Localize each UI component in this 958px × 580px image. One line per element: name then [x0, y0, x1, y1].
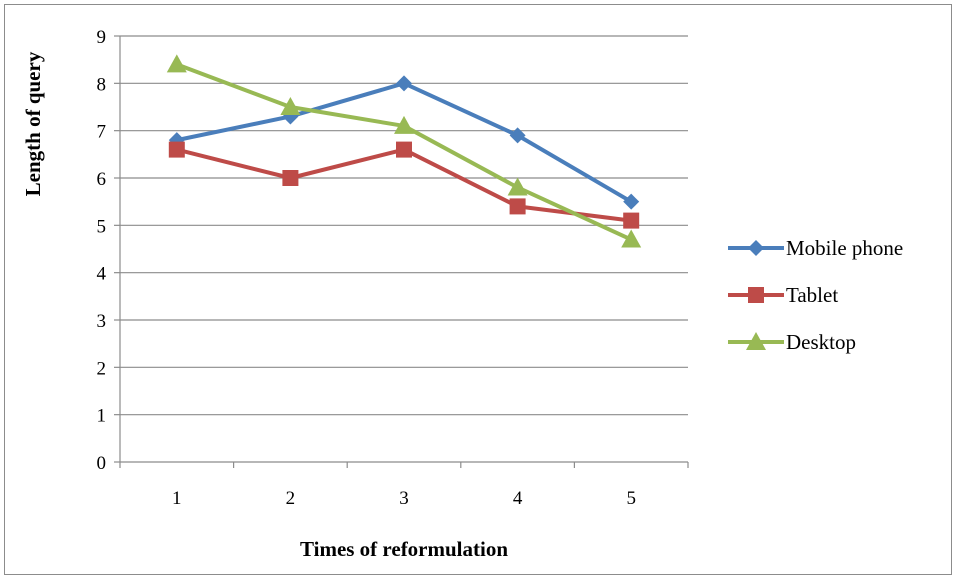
legend-label: Mobile phone	[786, 236, 903, 260]
legend-item: Tablet	[728, 283, 838, 307]
data-point	[509, 127, 526, 144]
series-lines	[166, 54, 642, 248]
y-tick-label: 2	[97, 358, 107, 379]
legend-marker	[748, 287, 764, 303]
y-tick-label: 4	[97, 264, 107, 285]
chart-area	[4, 4, 952, 575]
x-tick-label: 3	[399, 488, 409, 509]
x-axis-title: Times of reformulation	[300, 537, 508, 561]
series-desktop	[166, 54, 642, 248]
y-tick-label: 8	[97, 74, 107, 95]
data-point	[168, 141, 185, 158]
x-tick-label: 1	[172, 488, 182, 509]
axes	[114, 35, 689, 468]
legend-item: Desktop	[728, 330, 856, 354]
series-tablet	[168, 141, 640, 229]
x-tick-label: 5	[626, 488, 636, 509]
data-point	[623, 212, 640, 229]
legend-label: Tablet	[786, 283, 838, 307]
y-tick-label: 0	[97, 453, 107, 474]
legend: Mobile phone Tablet Desktop	[728, 236, 903, 354]
legend-marker	[746, 332, 766, 350]
legend-marker	[748, 240, 764, 256]
data-point	[396, 141, 412, 158]
x-tick-label: 2	[286, 488, 296, 509]
y-tick-label: 1	[97, 406, 107, 427]
data-point	[623, 193, 640, 210]
y-tick-label: 7	[97, 122, 107, 143]
y-tick-label: 9	[97, 27, 107, 48]
data-point	[166, 54, 187, 73]
data-point	[621, 229, 642, 248]
y-tick-label: 3	[97, 311, 107, 332]
data-point	[394, 115, 414, 134]
data-point	[396, 75, 412, 92]
legend-item: Mobile phone	[728, 236, 903, 260]
data-point	[509, 198, 526, 215]
y-tick-label: 5	[97, 216, 107, 237]
legend-label: Desktop	[786, 330, 856, 354]
data-point	[507, 177, 528, 196]
data-point	[280, 97, 301, 115]
y-tick-label: 6	[97, 169, 107, 190]
data-point	[282, 170, 299, 186]
y-axis-title: Length of query	[21, 51, 45, 196]
x-tick-label: 4	[513, 488, 523, 509]
tick-labels: 0 1 2 3 4 5 6 7 8 9 1 2 3 4 5	[97, 27, 636, 509]
